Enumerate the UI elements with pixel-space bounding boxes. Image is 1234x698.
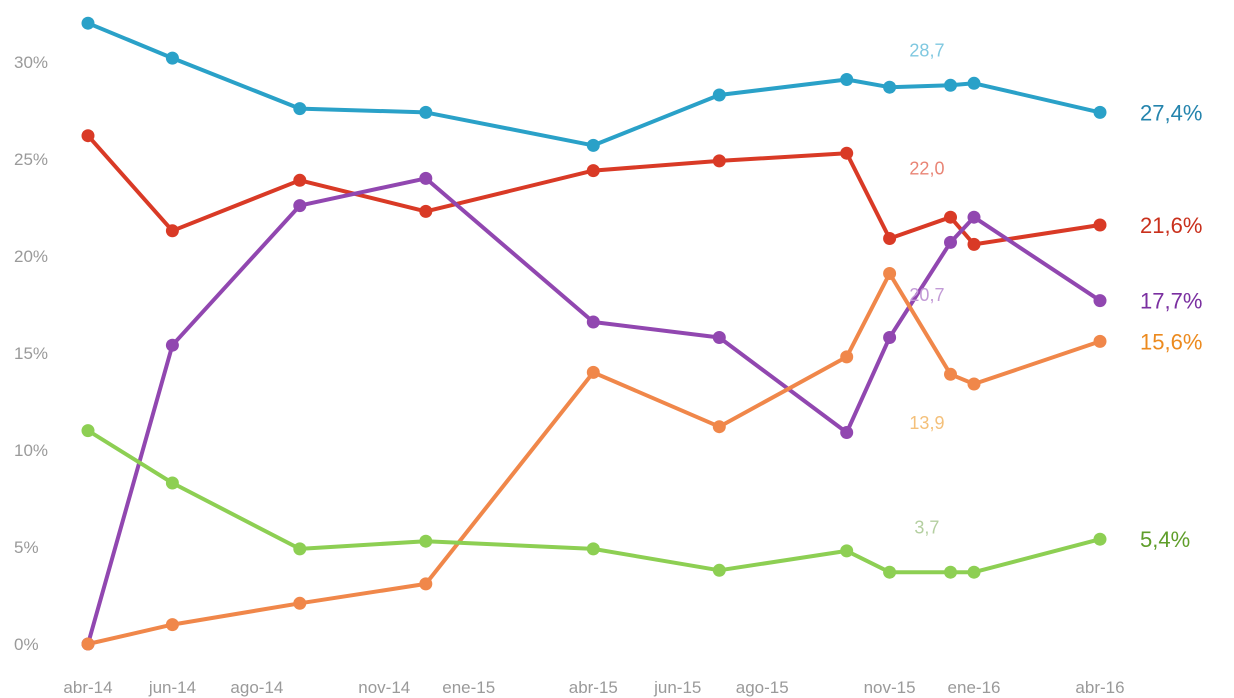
data-point [419,577,433,591]
data-point [840,426,854,439]
series-annotation: 13,9 [909,413,944,433]
y-tick-label: 20% [14,247,48,266]
series-annotation: 28,7 [909,40,944,60]
data-point [967,377,981,391]
data-point [81,637,95,651]
y-tick-label: 10% [14,441,48,460]
data-point [165,476,179,490]
data-point [944,565,957,579]
series-annotations: 28,7 22,0 20,7 13,9 3,7 [909,40,944,537]
x-tick-label: ene-16 [948,678,1001,697]
data-point [586,365,600,379]
x-tick-label: ago-14 [230,678,283,697]
data-point [1093,218,1107,232]
data-point [712,331,726,344]
data-point [840,73,854,86]
data-point [586,138,600,152]
data-point [1093,334,1107,348]
data-point [944,235,957,249]
series-annotation: 3,7 [914,518,939,538]
x-tick-label: jun-15 [653,678,701,697]
y-tick-label: 25% [14,150,48,169]
data-point [165,51,179,65]
data-point [293,173,307,187]
series-points [81,16,1107,651]
data-point [293,199,307,213]
data-point [883,267,897,280]
data-point [944,367,957,381]
y-tick-label: 5% [14,538,39,557]
data-point [883,565,897,579]
data-point [967,210,981,224]
data-point [1093,105,1107,119]
data-point [967,565,981,579]
data-point [883,80,897,94]
data-point [81,129,95,143]
data-point [165,618,179,632]
x-tick-label: nov-14 [358,678,410,697]
x-tick-label: ago-15 [736,678,789,697]
data-point [586,164,600,178]
data-point [81,16,95,30]
data-point [712,154,726,168]
data-point [967,237,981,251]
data-point [1093,532,1107,546]
data-point [293,596,307,610]
data-point [967,76,981,90]
x-tick-label: jun-14 [148,678,196,697]
series-line [86,133,1102,247]
data-point [81,424,95,438]
series-end-label: 27,4% [1140,100,1202,125]
data-point [419,204,433,218]
series-end-label: 15,6% [1140,329,1202,354]
data-point [840,544,854,558]
series-end-label: 5,4% [1140,527,1190,552]
series-annotation: 20,7 [909,285,944,305]
data-point [419,105,433,119]
data-point [165,224,179,238]
x-tick-label: abr-14 [63,678,112,697]
series-end-label: 17,7% [1140,289,1202,314]
series-annotation: 22,0 [909,159,944,179]
series-line [86,271,1102,646]
y-tick-label: 15% [14,344,48,363]
data-point [944,78,957,92]
data-point [293,542,307,556]
x-tick-label: abr-16 [1075,678,1124,697]
data-point [883,331,897,344]
y-tick-label: 0% [14,635,39,654]
data-point [1093,294,1107,308]
x-tick-label: ene-15 [442,678,495,697]
data-point [840,350,854,364]
data-point [293,102,307,116]
series-end-labels: 27,4% 21,6% 17,7% 15,6% 5,4% [1140,100,1202,552]
x-tick-label: abr-15 [569,678,618,697]
data-point [165,338,179,352]
data-point [419,534,433,548]
data-point [883,232,897,245]
x-axis-ticks: abr-14 jun-14 ago-14 nov-14 ene-15 abr-15 jun-… [63,678,1124,697]
data-point [712,420,726,434]
data-point [419,171,433,185]
data-point [586,315,600,329]
y-tick-label: 30% [14,53,48,72]
data-point [840,146,854,160]
y-axis-ticks: 0% 5% 10% 15% 20% 25% 30% [14,53,48,654]
data-point [586,542,600,556]
data-point [712,563,726,577]
data-point [712,88,726,102]
x-tick-label: nov-15 [864,678,916,697]
data-point [944,210,957,224]
series-end-label: 21,6% [1140,213,1202,238]
